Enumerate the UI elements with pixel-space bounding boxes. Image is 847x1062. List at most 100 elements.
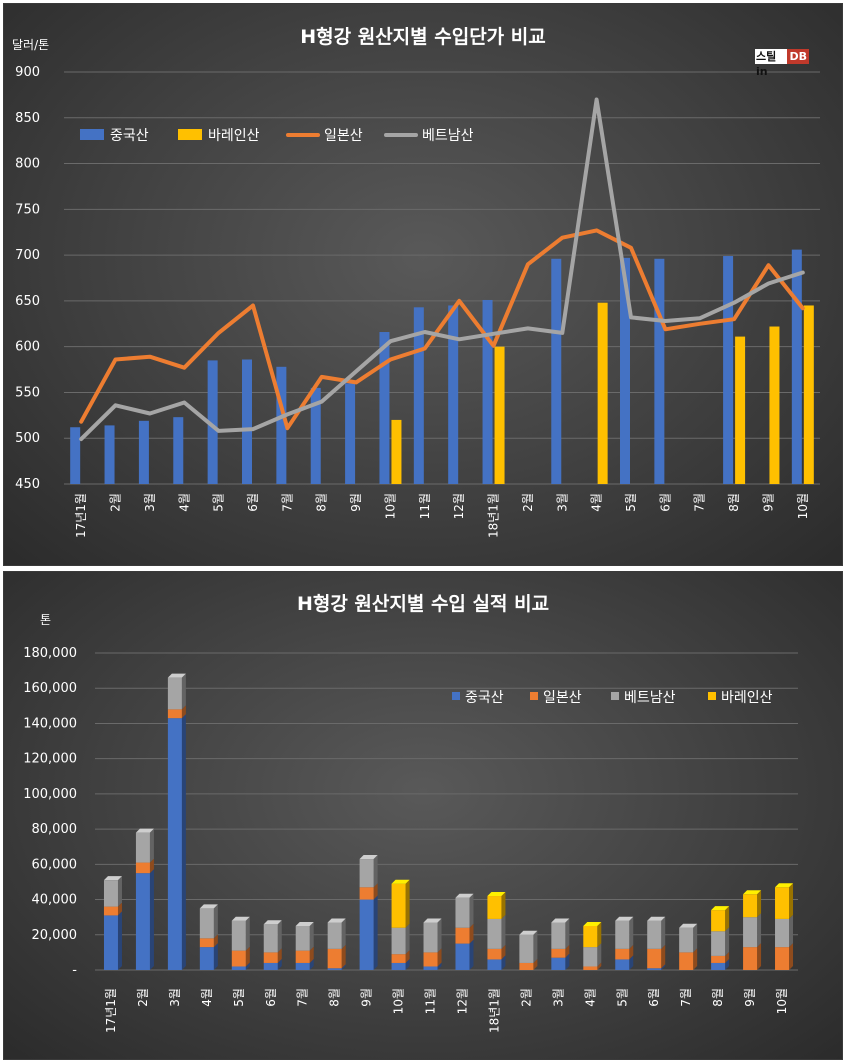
chart2-x-tick: 6월 (647, 988, 661, 1007)
chart2-bar-vietnam (359, 855, 378, 888)
chart2-bar-top (487, 892, 506, 897)
chart2-legend-label: 일본산 (543, 690, 582, 706)
chart1-y-tick: 850 (15, 111, 40, 126)
chart2-bar-face (487, 896, 502, 919)
chart1-title: H형강 원산지별 수입단가 비교 (300, 26, 546, 48)
chart2-bar-vietnam (487, 914, 506, 949)
chart2-bar-side (117, 911, 122, 970)
chart1-x-tick: 9월 (761, 493, 775, 512)
chart2-bar-face (295, 950, 310, 963)
chart2-bar-face (327, 968, 342, 970)
chart2-bar-japan (199, 934, 218, 948)
chart2-bar-vietnam (519, 930, 538, 963)
chart1-y-tick: 450 (15, 477, 40, 492)
chart1-legend-label: 베트남산 (422, 128, 474, 144)
chart2-bar-bahrain (391, 879, 410, 928)
chart2-bar-bahrain (775, 883, 794, 919)
chart1-legend-swatch (80, 129, 104, 140)
chart2-bar-side (789, 943, 794, 970)
chart1-x-tick: 18년1월 (487, 493, 501, 538)
chart2-bar-top (231, 916, 250, 921)
chart2-bar-china (455, 939, 474, 970)
chart2-bar-japan (583, 962, 602, 970)
chart2-bar-japan (167, 705, 186, 719)
chart1-bar-china (173, 417, 184, 484)
chart2-bar-top (359, 855, 378, 860)
chart1-y-tick: 700 (15, 248, 40, 263)
chart2-bar-face (551, 957, 566, 970)
chart1-x-tick: 6월 (658, 493, 672, 512)
chart2-bar-side (309, 958, 314, 970)
chart2-bar-vietnam (391, 923, 410, 955)
chart2-bar-side (309, 921, 314, 951)
chart1-bar-china (791, 249, 802, 484)
chart2-bar-face (455, 927, 470, 944)
chart1-bar-china (138, 420, 149, 484)
chart2-y-tick: 140,000 (23, 716, 77, 731)
chart1-legend-label: 바레인산 (208, 128, 260, 144)
chart2-y-tick: 60,000 (32, 857, 78, 872)
chart1-bar-china (413, 307, 424, 484)
chart2-bar-side (277, 958, 282, 970)
chart1-y-tick: 800 (15, 157, 40, 172)
chart1-x-tick: 9월 (349, 493, 363, 512)
chart2-bar-face (263, 952, 278, 963)
chart2-bar-face (711, 910, 726, 932)
chart2-bar-face (263, 924, 278, 953)
chart2-bar-side (629, 916, 634, 949)
chart2-bar-side (149, 869, 154, 970)
chart1-bar-bahrain (597, 302, 608, 484)
chart2-bar-vietnam (455, 893, 474, 928)
chart2-bar-face (199, 938, 214, 948)
chart2-bar-side (181, 673, 186, 710)
chart2-bar-face (775, 947, 790, 970)
chart2-x-tick: 5월 (615, 988, 629, 1007)
chart2-bar-japan (135, 858, 154, 874)
chart2-bar-vietnam (327, 918, 346, 949)
chart2-bar-face (455, 897, 470, 928)
chart2-bar-face (231, 966, 246, 970)
chart2-bar-face (775, 918, 790, 948)
chart1-bar-china (70, 427, 81, 484)
chart2-bar-side (341, 944, 346, 969)
chart1-legend-label: 중국산 (110, 128, 149, 144)
chart2-x-tick: 4월 (583, 988, 597, 1007)
chart2-bar-face (775, 887, 790, 919)
chart2-bar-side (245, 946, 250, 967)
chart2-bar-face (167, 718, 182, 970)
chart2-x-tick: 11월 (424, 988, 438, 1014)
chart2-bar-face (583, 925, 598, 948)
chart1-x-tick: 5월 (624, 493, 638, 512)
chart2-y-tick: 180,000 (23, 646, 77, 661)
chart2-bar-side (661, 944, 666, 969)
chart2-bar-face (743, 947, 758, 970)
chart2-x-tick: 12월 (455, 988, 469, 1014)
chart1-x-tick: 10월 (383, 493, 397, 519)
chart2-bar-face (583, 947, 598, 967)
chart2-bar-face (711, 931, 726, 956)
chart2-bar-vietnam (263, 920, 282, 953)
chart2-bar-face (199, 947, 214, 970)
chart2-bar-side (373, 883, 378, 900)
chart2-bar-side (693, 948, 698, 970)
chart2-bar-china (487, 955, 506, 970)
chart2-bar-side (469, 939, 474, 970)
chart2-bar-japan (551, 944, 570, 958)
chart2-bar-japan (615, 944, 634, 960)
chart2-bar-side (405, 879, 410, 928)
chart2-bar-face (615, 920, 630, 949)
chart2-bar-top (263, 920, 282, 925)
chart2-bar-side (565, 944, 570, 958)
chart2-bar-top (551, 918, 570, 923)
chart2-y-tick: 120,000 (23, 752, 77, 767)
chart2-bar-top (167, 673, 186, 678)
chart2-bar-side (661, 964, 666, 970)
chart2-bar-china (391, 958, 410, 970)
chart2-bar-china (135, 869, 154, 970)
chart2-bar-face (679, 952, 694, 970)
chart2-bar-vietnam (647, 916, 666, 949)
chart2-bar-side (437, 962, 442, 970)
chart1-bar-bahrain (494, 346, 505, 484)
chart2-bar-side (469, 893, 474, 928)
chart2-bar-face (359, 899, 374, 970)
